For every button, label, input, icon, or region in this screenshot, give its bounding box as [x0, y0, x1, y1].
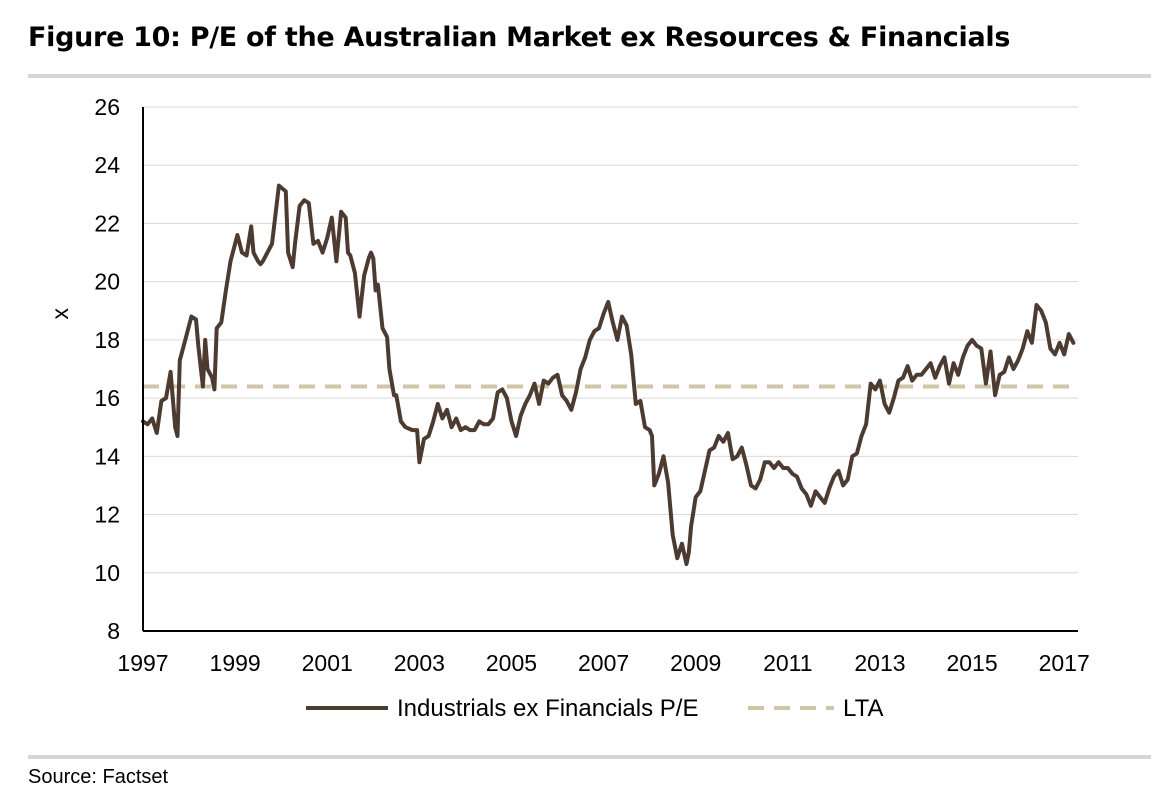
- top-divider: [28, 74, 1151, 78]
- x-tick-2003: 2003: [394, 650, 445, 676]
- series-line-industrials-pe: [141, 183, 1076, 566]
- x-tick-2009: 2009: [670, 650, 721, 676]
- y-tick-14: 14: [94, 443, 120, 469]
- y-tick-24: 24: [94, 152, 120, 178]
- x-tick-2017: 2017: [1039, 650, 1090, 676]
- x-tick-1997: 1997: [117, 650, 168, 676]
- bottom-divider: [28, 755, 1151, 759]
- y-tick-18: 18: [94, 327, 120, 353]
- legend-label-series: Industrials ex Financials P/E: [397, 695, 698, 722]
- y-tick-labels: 8 10 12 14 16 18 20 22 24 26: [94, 94, 120, 644]
- chart-title: Figure 10: P/E of the Australian Market …: [28, 22, 1011, 53]
- y-tick-12: 12: [94, 502, 120, 528]
- legend: Industrials ex Financials P/E LTA: [306, 695, 883, 722]
- legend-label-lta: LTA: [843, 695, 883, 722]
- series-layer: [141, 183, 1076, 566]
- x-tick-labels: 1997 1999 2001 2003 2005 2007 2009 2011 2013 2015…: [117, 650, 1089, 676]
- y-axis-label: x: [47, 307, 73, 319]
- y-tick-22: 22: [94, 210, 120, 236]
- x-tick-2001: 2001: [302, 650, 353, 676]
- x-tick-2015: 2015: [946, 650, 997, 676]
- gridlines: [143, 106, 1078, 574]
- axes: [142, 107, 1078, 632]
- x-tick-2011: 2011: [763, 650, 812, 676]
- x-tick-2007: 2007: [578, 650, 629, 676]
- y-tick-8: 8: [107, 618, 120, 644]
- x-tick-1999: 1999: [210, 650, 261, 676]
- y-tick-10: 10: [94, 560, 120, 586]
- x-tick-2013: 2013: [854, 650, 905, 676]
- y-tick-16: 16: [94, 385, 120, 411]
- y-tick-26: 26: [94, 94, 120, 120]
- x-tick-2005: 2005: [486, 650, 537, 676]
- source-note: Source: Factset: [28, 766, 169, 788]
- y-tick-20: 20: [94, 269, 120, 295]
